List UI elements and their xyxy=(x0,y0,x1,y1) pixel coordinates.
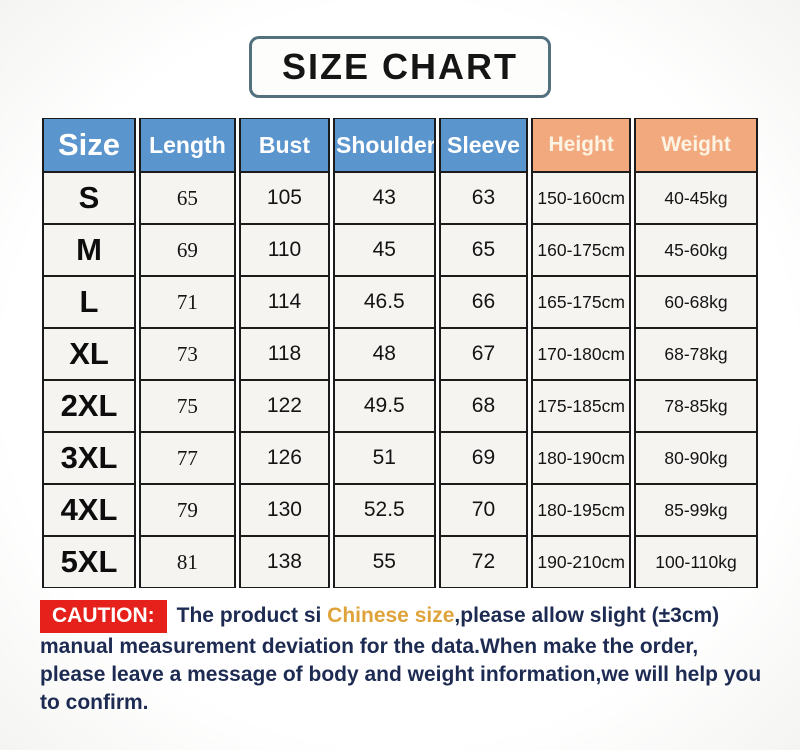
table-row-4xl: 4XL 79 130 52.5 70 180-195cm 85-99kg xyxy=(42,484,758,536)
header-row: Size Length Bust Shoulder Sleeve Height … xyxy=(42,118,758,172)
cell-length: 73 xyxy=(139,328,236,380)
cell-weight: 85-99kg xyxy=(634,484,758,536)
cell-weight: 60-68kg xyxy=(634,276,758,328)
cell-height: 180-190cm xyxy=(531,432,632,484)
cell-height: 150-160cm xyxy=(531,172,632,224)
cell-height: 165-175cm xyxy=(531,276,632,328)
header-weight: Weight xyxy=(634,118,758,172)
cell-size: 5XL xyxy=(42,536,136,588)
cell-size: L xyxy=(42,276,136,328)
caution-text-after: ,please allow slight (±3cm) manual measu… xyxy=(40,604,762,714)
table-row-3xl: 3XL 77 126 51 69 180-190cm 80-90kg xyxy=(42,432,758,484)
cell-sleeve: 63 xyxy=(438,172,529,224)
cell-weight: 100-110kg xyxy=(634,536,758,588)
cell-shoulder: 48 xyxy=(333,328,436,380)
cell-height: 160-175cm xyxy=(531,224,632,276)
cell-weight: 45-60kg xyxy=(634,224,758,276)
cell-shoulder: 49.5 xyxy=(333,380,436,432)
cell-weight: 78-85kg xyxy=(634,380,758,432)
cell-bust: 110 xyxy=(238,224,331,276)
cell-weight: 68-78kg xyxy=(634,328,758,380)
table-row-m: M 69 110 45 65 160-175cm 45-60kg xyxy=(42,224,758,276)
cell-shoulder: 52.5 xyxy=(333,484,436,536)
cell-bust: 114 xyxy=(238,276,331,328)
cell-size: XL xyxy=(42,328,136,380)
cell-length: 81 xyxy=(139,536,236,588)
cell-sleeve: 66 xyxy=(438,276,529,328)
cell-bust: 122 xyxy=(238,380,331,432)
table-row-s: S 65 105 43 63 150-160cm 40-45kg xyxy=(42,172,758,224)
cell-bust: 105 xyxy=(238,172,331,224)
cell-length: 75 xyxy=(139,380,236,432)
cell-size: 3XL xyxy=(42,432,136,484)
cell-shoulder: 43 xyxy=(333,172,436,224)
cell-size: M xyxy=(42,224,136,276)
table-row-l: L 71 114 46.5 66 165-175cm 60-68kg xyxy=(42,276,758,328)
cell-sleeve: 72 xyxy=(438,536,529,588)
cell-weight: 40-45kg xyxy=(634,172,758,224)
cell-height: 175-185cm xyxy=(531,380,632,432)
title-area: SIZE CHART xyxy=(0,0,800,98)
cell-shoulder: 55 xyxy=(333,536,436,588)
cell-length: 65 xyxy=(139,172,236,224)
cell-height: 190-210cm xyxy=(531,536,632,588)
header-length: Length xyxy=(139,118,236,172)
header-size: Size xyxy=(42,118,136,172)
header-height: Height xyxy=(531,118,632,172)
cell-length: 79 xyxy=(139,484,236,536)
header-shoulder: Shoulder xyxy=(333,118,436,172)
caution-highlight: Chinese size xyxy=(327,604,455,627)
cell-length: 69 xyxy=(139,224,236,276)
table-row-5xl: 5XL 81 138 55 72 190-210cm 100-110kg xyxy=(42,536,758,588)
header-bust: Bust xyxy=(238,118,331,172)
page-title: SIZE CHART xyxy=(249,36,551,98)
cell-bust: 130 xyxy=(238,484,331,536)
cell-size: S xyxy=(42,172,136,224)
cell-bust: 126 xyxy=(238,432,331,484)
cell-shoulder: 51 xyxy=(333,432,436,484)
cell-length: 71 xyxy=(139,276,236,328)
cell-size: 4XL xyxy=(42,484,136,536)
size-table: Size Length Bust Shoulder Sleeve Height … xyxy=(39,118,761,588)
caution-badge: CAUTION: xyxy=(40,600,167,633)
cell-size: 2XL xyxy=(42,380,136,432)
cell-sleeve: 65 xyxy=(438,224,529,276)
cell-height: 180-195cm xyxy=(531,484,632,536)
cell-sleeve: 70 xyxy=(438,484,529,536)
cell-sleeve: 68 xyxy=(438,380,529,432)
table-row-xl: XL 73 118 48 67 170-180cm 68-78kg xyxy=(42,328,758,380)
cell-sleeve: 67 xyxy=(438,328,529,380)
cell-shoulder: 45 xyxy=(333,224,436,276)
cell-bust: 138 xyxy=(238,536,331,588)
caution-paragraph: CAUTION: The product si Chinese size,plea… xyxy=(40,600,762,717)
cell-bust: 118 xyxy=(238,328,331,380)
cell-height: 170-180cm xyxy=(531,328,632,380)
cell-length: 77 xyxy=(139,432,236,484)
header-sleeve: Sleeve xyxy=(438,118,529,172)
caution-text-before: The product si xyxy=(176,604,328,627)
table-row-2xl: 2XL 75 122 49.5 68 175-185cm 78-85kg xyxy=(42,380,758,432)
cell-shoulder: 46.5 xyxy=(333,276,436,328)
cell-weight: 80-90kg xyxy=(634,432,758,484)
cell-sleeve: 69 xyxy=(438,432,529,484)
